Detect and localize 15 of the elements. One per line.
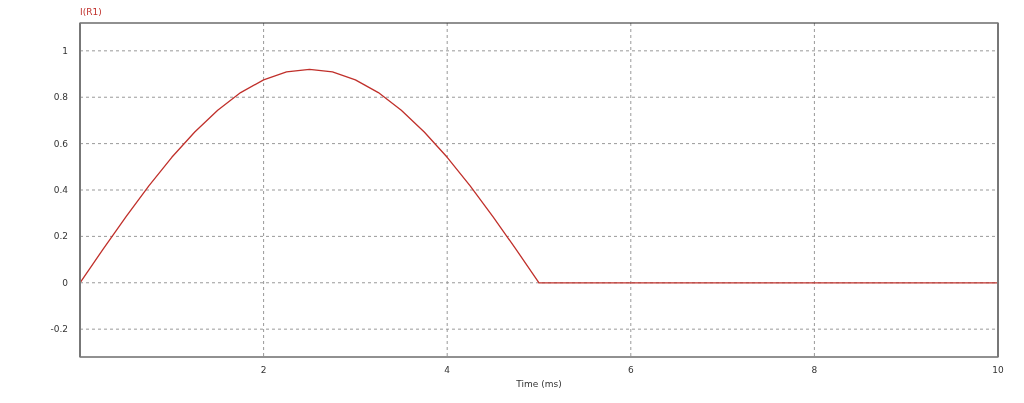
line-series bbox=[79, 68, 999, 284]
y-tick-label: 0.6 bbox=[53, 138, 69, 149]
y-tick-label: 0.4 bbox=[53, 185, 69, 195]
x-tick-label: 2 bbox=[260, 365, 267, 375]
y-tick-label: 0.8 bbox=[53, 92, 69, 103]
x-tick-label: 8 bbox=[811, 365, 818, 375]
y-tick-label: 0.2 bbox=[53, 231, 68, 242]
y-tick-label: 0 bbox=[62, 277, 69, 288]
y-tick-label: -0.2 bbox=[50, 324, 68, 335]
x-tick-label: 4 bbox=[444, 365, 451, 375]
x-tick-label: 6 bbox=[627, 365, 634, 375]
x-tick-label: 10 bbox=[992, 365, 1004, 375]
y-tick-label: 1 bbox=[62, 45, 68, 56]
y-axis-title: I(R1) bbox=[80, 7, 102, 17]
x-axis-title: Time (ms) bbox=[515, 379, 562, 389]
